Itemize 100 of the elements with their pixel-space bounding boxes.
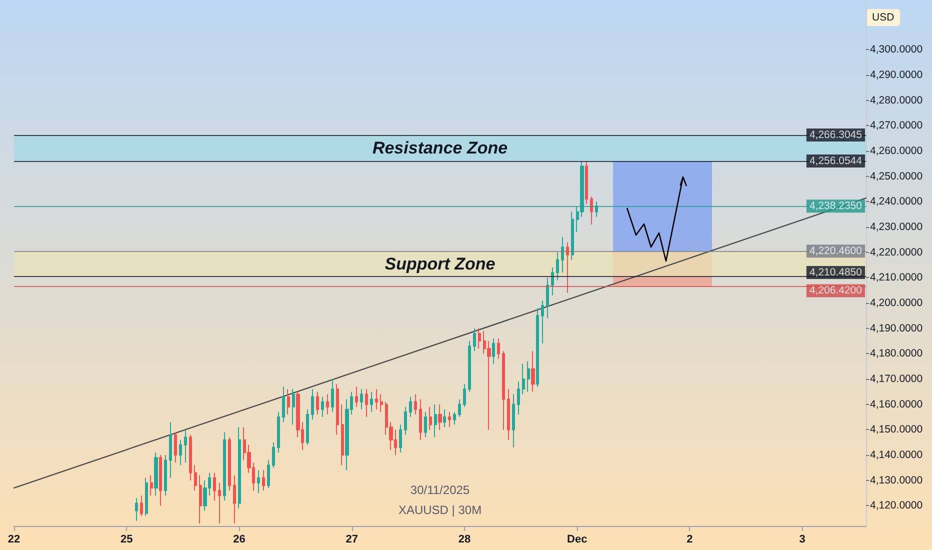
ref-line-label: 4,238.2350 [809,200,862,212]
candlestick [194,464,197,492]
candlestick [365,388,368,418]
candlestick [331,378,334,412]
candlestick [154,452,158,496]
candlestick [199,474,202,524]
candlestick [424,411,427,438]
candlestick [336,384,339,436]
candlestick [267,460,270,488]
candlestick [189,434,192,481]
y-tick-label: 4,160.0000 [870,398,923,410]
candlestick [595,201,598,218]
candlestick [448,411,451,428]
candlestick [463,384,466,408]
y-tick-label: 4,240.0000 [870,196,923,208]
ref-line-label: 4,256.0544 [809,154,862,167]
x-tick-label: 3 [799,534,806,546]
candlestick [257,470,260,494]
x-tick-label: 26 [233,534,246,546]
candlestick [150,474,153,496]
candlestick [556,252,559,281]
candlestick [438,404,442,430]
candlestick [321,396,324,418]
candlestick [590,196,593,225]
candlestick [404,406,407,436]
y-tick-label: 4,220.0000 [870,246,923,258]
x-tick-label: 25 [120,534,133,546]
candlestick [262,470,265,492]
candlestick [135,498,138,522]
candlestick [492,338,495,364]
y-tick-label: 4,230.0000 [870,220,923,233]
candlestick [174,432,177,464]
candlestick [541,300,544,344]
candlestick [497,338,500,360]
candlestick [238,426,241,509]
candlestick [223,432,226,502]
candlestick [341,404,344,466]
y-tick-label: 4,270.0000 [870,120,923,132]
ref-line-label: 4,220.4600 [809,245,862,258]
y-tick-label: 4,180.0000 [870,348,923,360]
candlestick [282,386,285,423]
candlestick [546,277,549,319]
candlestick [443,408,446,428]
candlestick [522,363,525,395]
candlestick [414,394,417,416]
candlestick [517,381,520,416]
y-axis-title: USD [872,12,895,24]
y-tick-label: 4,250.0000 [870,170,923,182]
candlestick [429,406,432,430]
candlestick [277,411,280,454]
ref-line-label: 4,206.4200 [809,284,862,297]
candlestick [561,236,564,274]
candlestick [311,388,314,420]
y-tick-label: 4,120.0000 [870,500,923,512]
candlestick [360,388,363,410]
candlestick [419,398,422,440]
candlestick [375,388,378,410]
y-tick-label: 4,260.0000 [870,144,923,157]
candlestick [399,424,402,454]
candlestick [179,439,182,466]
annotation: XAUUSD | 30M [398,503,482,517]
candlestick [571,211,574,260]
y-tick-label: 4,290.0000 [870,68,923,81]
y-tick-label: 4,210.0000 [870,272,923,284]
candlestick [531,350,535,392]
candlestick [326,394,329,416]
candlestick [287,388,290,416]
candlestick [228,436,231,492]
candlestick [551,267,554,296]
candlestick [478,328,481,350]
candlestick [507,388,510,440]
y-tick-label: 4,150.0000 [870,424,923,436]
y-tick-label: 4,190.0000 [870,322,923,334]
candlestick [585,160,588,205]
band-label: Support Zone [384,254,496,274]
candlestick [218,482,221,524]
candlestick [370,391,373,412]
candlestick [434,404,437,438]
candlestick [164,454,167,496]
x-tick-label: 28 [458,534,471,546]
candlestick [233,474,236,524]
candlestick [184,429,187,464]
candlestick [272,442,275,468]
candlestick [566,242,569,294]
annotation: 30/11/2025 [410,483,470,497]
candlestick [145,477,148,516]
candlestick [453,411,456,426]
y-tick-label: 4,130.0000 [870,474,923,486]
candlestick [536,308,539,388]
y-tick-label: 4,140.0000 [870,449,923,462]
x-tick-label: 27 [346,534,358,546]
x-tick-label: 2 [686,534,693,546]
candlestick [306,408,309,446]
candlestick [140,495,143,516]
candlestick [316,391,319,416]
candlestick [527,360,530,392]
candlestick [355,386,358,408]
candlestick [213,472,216,502]
ref-line-label: 4,210.4850 [809,266,862,278]
y-tick-label: 4,300.0000 [870,44,923,56]
